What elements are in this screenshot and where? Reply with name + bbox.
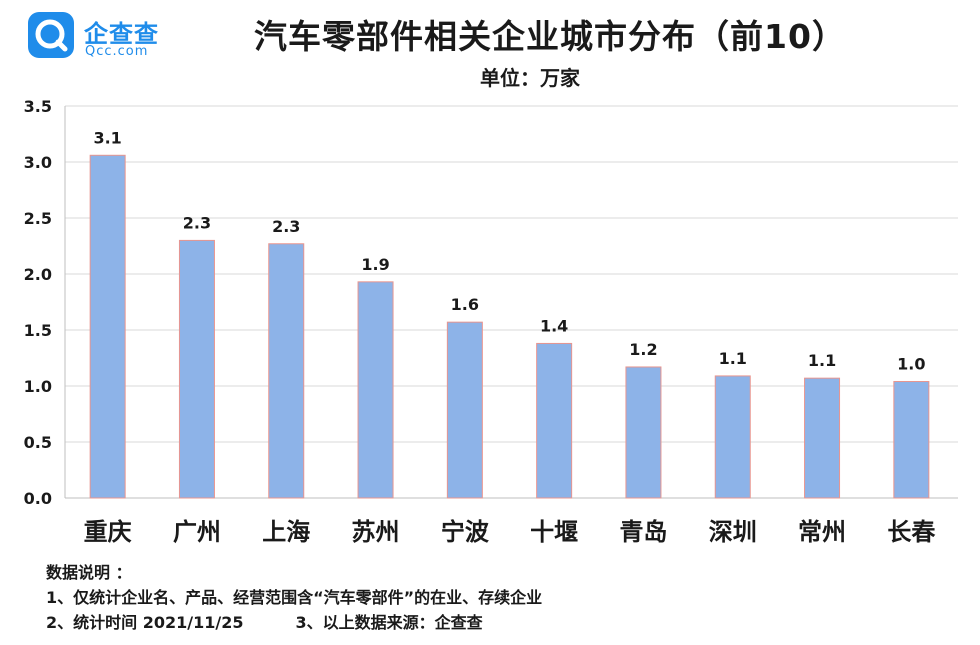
x-tick-label: 长春: [887, 518, 935, 546]
y-tick-label: 1.5: [24, 321, 52, 340]
x-tick-label: 常州: [798, 518, 846, 546]
x-tick-label: 十堰: [530, 518, 578, 546]
x-tick-label: 宁波: [441, 518, 490, 546]
y-tick-label: 2.5: [24, 209, 52, 228]
data-label: 1.0: [897, 355, 925, 374]
bar: [625, 366, 662, 499]
data-label: 3.1: [93, 128, 121, 147]
note-line-1: 1、仅统计企业名、产品、经营范围含“汽车零部件”的在业、存续企业: [46, 588, 543, 607]
note-stat-time: 2、统计时间 2021/11/25: [46, 613, 244, 632]
bar: [893, 381, 930, 499]
note-line-2: 2、统计时间 2021/11/25 3、以上数据来源：企查查: [46, 610, 542, 635]
data-label: 1.4: [540, 316, 568, 335]
data-label: 1.1: [808, 351, 836, 370]
bar: [268, 243, 305, 499]
unit-label: 单位：万家: [480, 66, 580, 90]
qcc-logo: 企查查 Qcc.com: [28, 12, 168, 64]
data-label: 1.6: [451, 295, 479, 314]
y-tick-label: 2.0: [24, 265, 52, 284]
data-label: 2.3: [183, 213, 211, 232]
y-tick-label: 3.0: [24, 153, 52, 172]
notes-heading: 数据说明 ：: [46, 563, 132, 582]
x-tick-label: 广州: [173, 518, 221, 546]
y-tick-label: 3.5: [24, 97, 52, 116]
logo-domain: Qcc.com: [85, 44, 149, 59]
y-tick-label: 1.0: [24, 377, 52, 396]
bar: [89, 154, 126, 499]
data-label: 2.3: [272, 217, 300, 236]
data-label: 1.9: [361, 255, 389, 274]
bar: [804, 377, 841, 499]
x-tick-label: 重庆: [84, 518, 132, 546]
chart-title: 汽车零部件相关企业城市分布（前10）: [254, 17, 846, 56]
note-source: 3、以上数据来源：企查查: [295, 613, 483, 632]
x-tick-label: 苏州: [352, 518, 400, 546]
bar: [714, 375, 751, 499]
bar: [178, 239, 215, 499]
data-notes: 数据说明 ： 1、仅统计企业名、产品、经营范围含“汽车零部件”的在业、存续企业 …: [46, 560, 542, 635]
qcc-logo-icon: [28, 12, 74, 58]
data-label: 1.1: [719, 349, 747, 368]
y-tick-label: 0.5: [24, 433, 52, 452]
x-tick-label: 青岛: [619, 518, 667, 546]
bar: [446, 321, 483, 499]
y-tick-label: 0.0: [24, 489, 52, 508]
x-tick-label: 上海: [262, 518, 310, 546]
x-tick-label: 深圳: [709, 518, 757, 546]
bar: [536, 342, 573, 499]
bar: [357, 281, 394, 499]
bar-chart: 0.0 0.5 1.0 1.5 2.0 2.5 3.0 3.5 3.1 重庆 2.3 广州 2.3 上海 1…: [24, 97, 958, 546]
data-label: 1.2: [629, 340, 657, 359]
logo-text: 企查查: [84, 20, 159, 48]
